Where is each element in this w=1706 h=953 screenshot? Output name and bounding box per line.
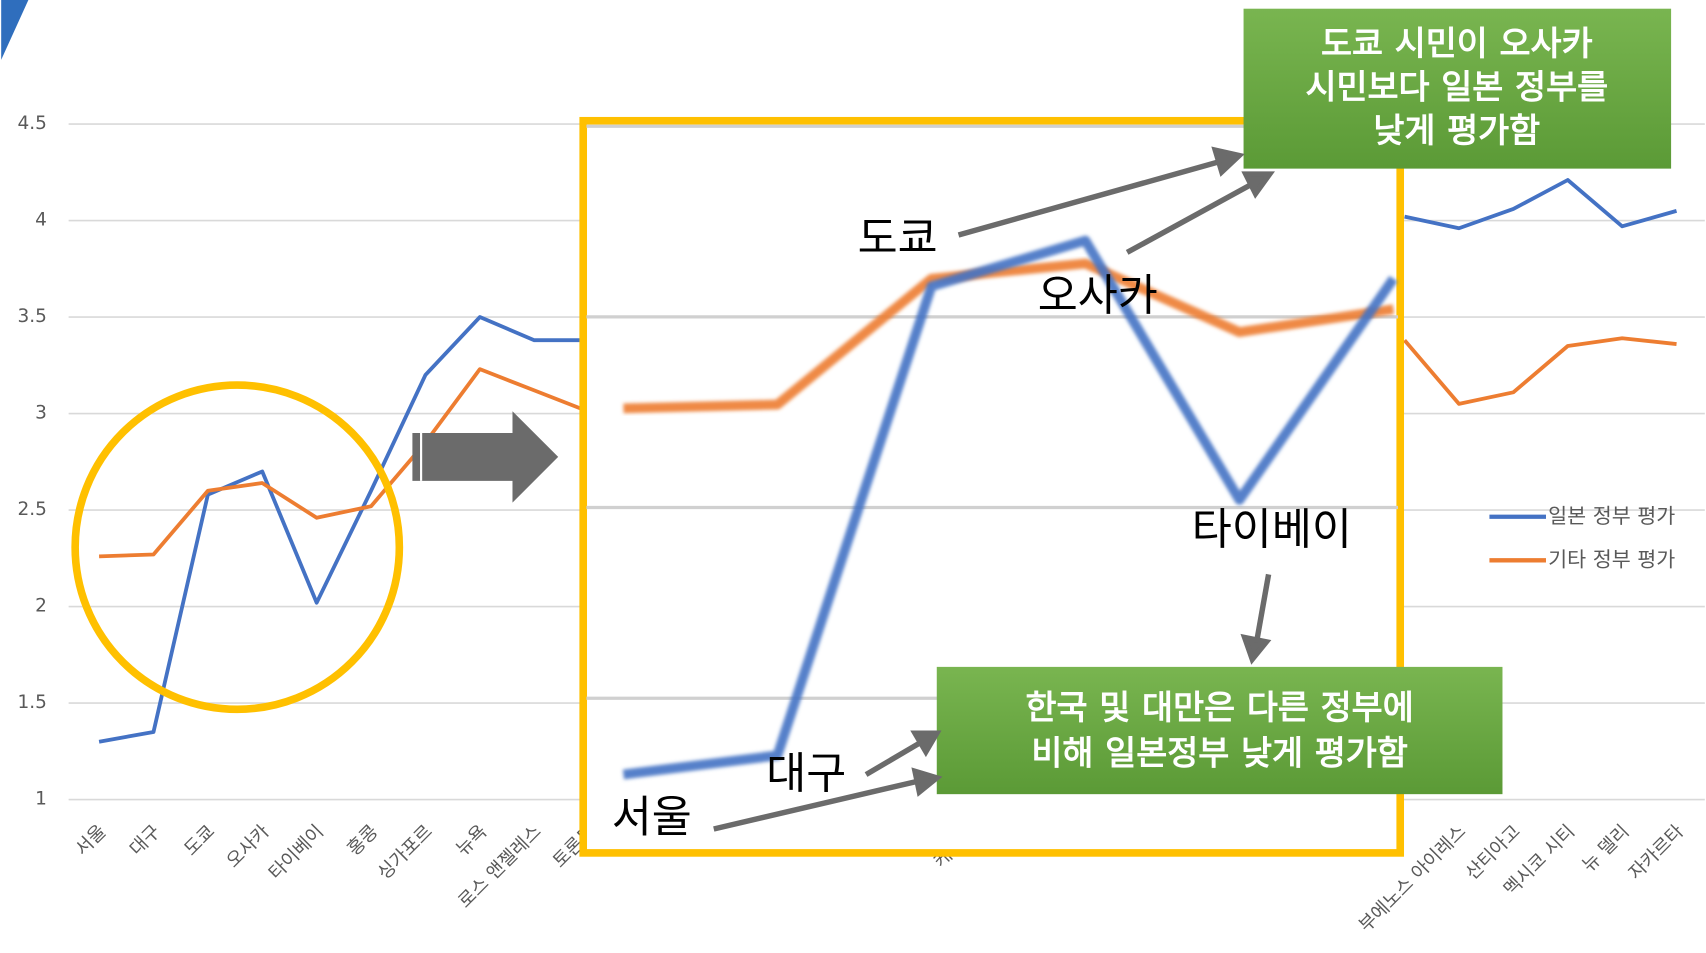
- x-tick-label: 도쿄: [180, 821, 219, 860]
- x-tick-label: 서울: [72, 821, 111, 860]
- note-text: 낮게 평가함: [1373, 111, 1540, 150]
- x-tick-label: 홍콩: [344, 821, 383, 860]
- zoom-series: [622, 235, 1398, 780]
- callout-label: 타이베이: [1192, 506, 1352, 556]
- legend-label: 기타 정부 평가: [1548, 547, 1675, 571]
- note-text: 한국 및 대만은 다른 정부에: [1026, 688, 1414, 727]
- note-text: 시민보다 일본 정부를: [1305, 68, 1608, 107]
- zoom-series-line: [622, 235, 1398, 780]
- series-line: [99, 336, 1677, 559]
- y-tick-label: 4: [35, 210, 47, 231]
- legend-label: 일본 정부 평가: [1548, 504, 1675, 528]
- y-tick-label: 4.5: [17, 113, 46, 134]
- note-box: [936, 666, 1503, 795]
- series-line: [98, 178, 1678, 744]
- callout-arrows: [713, 146, 1275, 832]
- note-text: 비해 일본정부 낮게 평가함: [1031, 734, 1407, 773]
- callout-label: 오사카: [1038, 272, 1158, 322]
- x-tick-label: 자카르타: [1625, 821, 1688, 884]
- y-tick-label: 3: [35, 403, 47, 424]
- x-tick-label: 타이베이: [265, 821, 328, 884]
- y-tick-label: 2: [35, 596, 47, 617]
- callout-label: 서울: [612, 793, 692, 843]
- note-text: 도쿄 시민이 오사카: [1321, 24, 1593, 63]
- zoom-series-line: [623, 258, 1395, 414]
- x-tick-label: 뉴욕: [452, 821, 491, 860]
- corner-decoration: [1, 0, 29, 60]
- note-box: [1243, 8, 1672, 169]
- callout-label: 대구: [766, 749, 846, 799]
- callout-label: 도쿄: [858, 214, 938, 264]
- highlight-circle: [71, 381, 404, 714]
- zoom-series: [623, 258, 1395, 414]
- zoom-arrow: [412, 411, 559, 503]
- y-tick-label: 3.5: [17, 306, 46, 327]
- y-tick-label: 1.5: [17, 692, 46, 713]
- x-tick-label: 대구: [126, 821, 165, 860]
- y-tick-label: 1: [35, 789, 47, 810]
- x-tick-label: 오사카: [223, 821, 274, 872]
- y-tick-label: 2.5: [17, 499, 46, 520]
- x-tick-label: 싱가포르: [374, 821, 437, 884]
